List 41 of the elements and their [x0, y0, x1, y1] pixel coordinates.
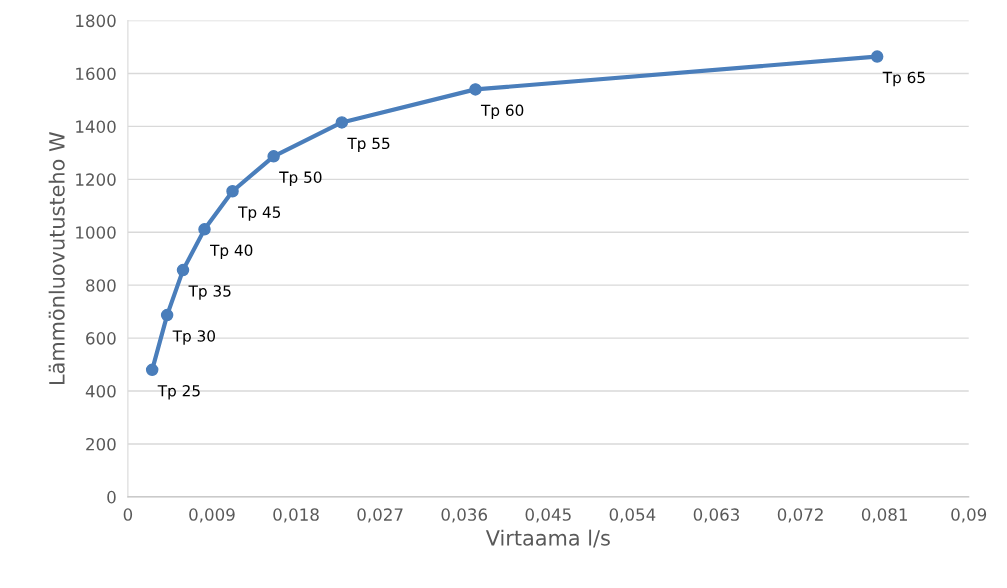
- x-tick-label: 0,081: [861, 508, 907, 523]
- y-tick-label: 400: [85, 384, 116, 398]
- y-tick-label: 200: [86, 437, 116, 451]
- point: [160, 308, 174, 322]
- x-tick-label: 0,072: [777, 508, 823, 523]
- y-tick-label: 1200: [76, 173, 116, 186]
- point: [176, 263, 190, 277]
- annotation: Tp 35: [188, 285, 231, 300]
- x-tick-label: 0,009: [189, 508, 235, 523]
- x-tick-label: 0: [123, 508, 133, 521]
- y-tick-label: 0: [107, 490, 116, 504]
- x-axis-title: Virtaama l/s: [485, 529, 610, 548]
- point: [335, 116, 349, 129]
- annotation: Tp 55: [347, 137, 390, 153]
- x-tick-label: 0,054: [609, 508, 656, 523]
- annotation: Tp 50: [279, 171, 322, 186]
- point: [870, 50, 884, 63]
- annotation: Tp 25: [157, 384, 200, 400]
- annotation: Tp 45: [238, 206, 281, 221]
- y-tick-label: 600: [86, 332, 116, 345]
- point: [145, 363, 159, 377]
- point: [267, 150, 280, 163]
- point: [226, 184, 239, 198]
- annotation: Tp 30: [172, 330, 215, 345]
- y-axis-title: Lämmönluovutusteho W: [48, 132, 65, 384]
- annotation: Tp 60: [480, 104, 524, 119]
- x-tick-label: 0,036: [441, 508, 488, 523]
- annotation: Tp 40: [210, 244, 253, 259]
- x-tick-label: 0,018: [273, 508, 319, 523]
- x-tick-label: 0,045: [525, 508, 571, 523]
- x-tick-label: 0,027: [357, 508, 403, 523]
- point: [198, 223, 211, 236]
- y-tick-label: 1800: [76, 14, 116, 28]
- y-tick-label: 800: [86, 279, 116, 292]
- y-tick-label: 1400: [76, 120, 116, 133]
- annotation: Tp 65: [882, 71, 925, 87]
- x-tick-label: 0,09: [951, 508, 987, 523]
- x-tick-label: 0,063: [693, 508, 739, 523]
- y-tick-label: 1000: [76, 226, 116, 239]
- y-tick-label: 1600: [76, 67, 116, 81]
- point: [469, 83, 482, 96]
